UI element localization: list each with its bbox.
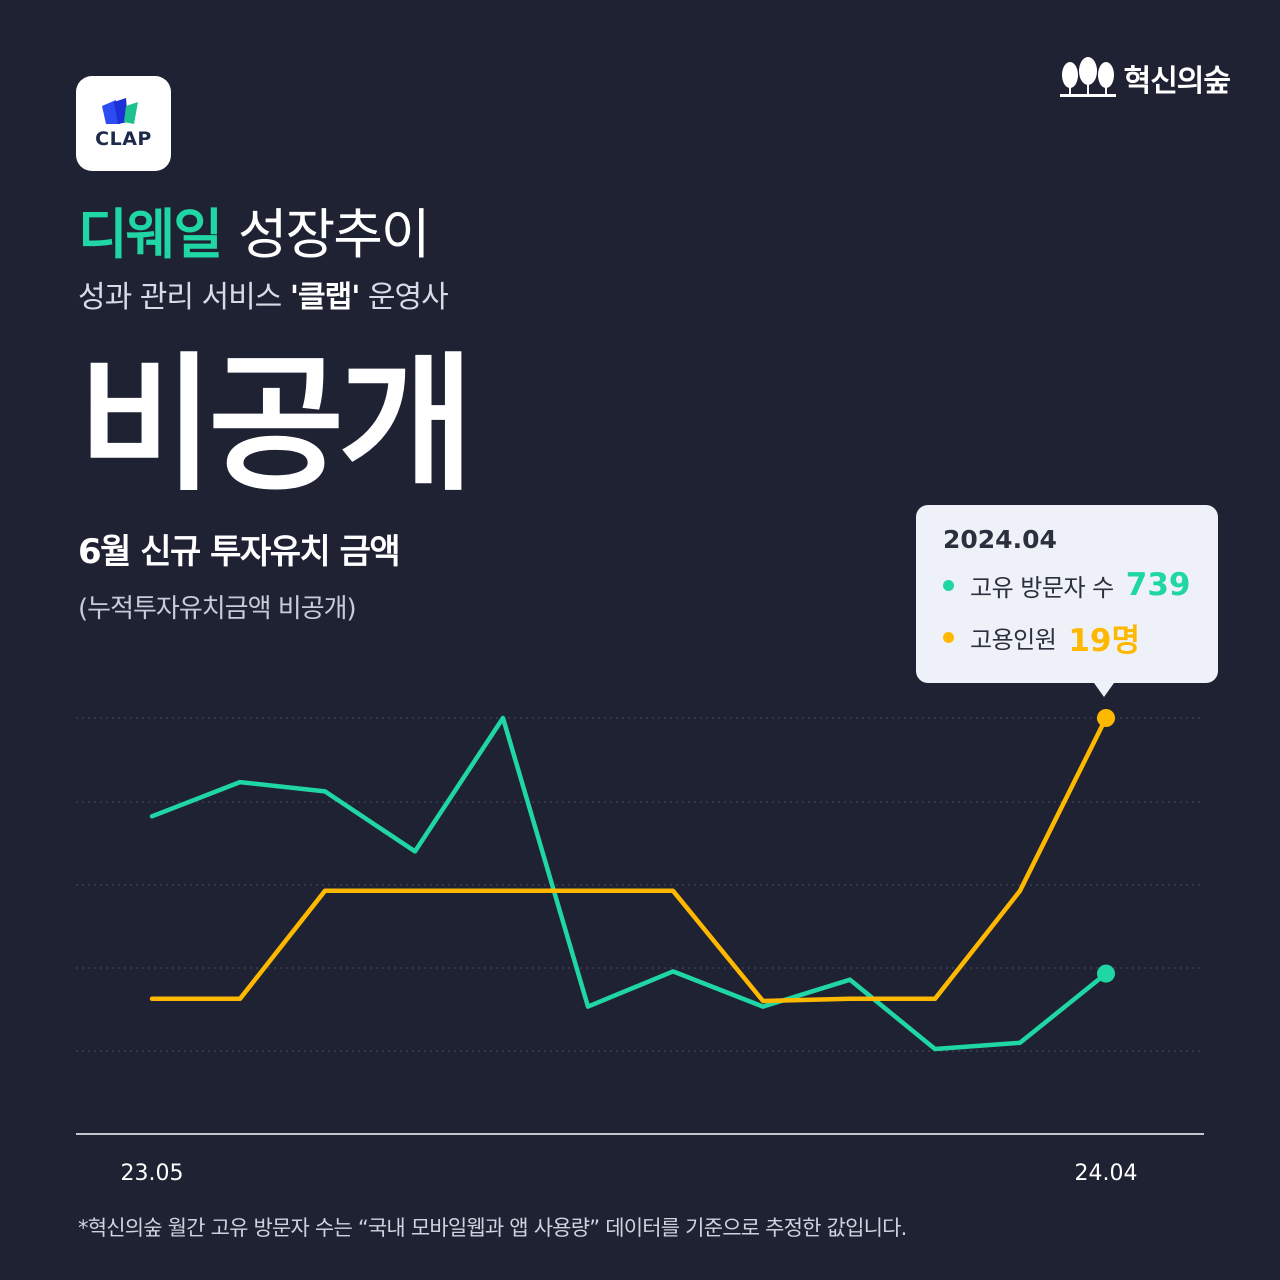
visitors-dot-icon	[943, 579, 954, 591]
company-name: 디웨일	[78, 203, 223, 266]
employees-point[interactable]	[1097, 709, 1115, 727]
tooltip-visitors-label: 고유 방문자 수	[970, 573, 1114, 602]
visitors-point[interactable]	[1097, 964, 1115, 983]
x-tick-label: 24.04	[1075, 1161, 1138, 1186]
investment-note: (누적투자유치금액 비공개)	[78, 594, 357, 624]
page-subtitle: 성과 관리 서비스 '클랩' 운영사	[78, 272, 449, 316]
tooltip-visitors-value: 739	[1125, 567, 1191, 603]
tooltip-employees-label: 고용인원	[970, 626, 1057, 654]
tooltip-row-visitors: 고유 방문자 수 739	[943, 567, 1190, 603]
service-name: '클랩'	[289, 280, 361, 315]
investment-amount: 비공개	[78, 339, 474, 511]
footnote: *혁신의숲 월간 고유 방문자 수는 “국내 모바일웹과 앱 사용량” 데이터를…	[78, 1216, 907, 1240]
chart-grid	[76, 717, 1204, 1052]
forest-trees-icon	[1059, 57, 1116, 97]
tooltip-row-employees: 고용인원 19명	[943, 615, 1140, 660]
brand-logo: 혁신의숲	[1058, 56, 1231, 100]
tooltip-date: 2024.04	[943, 525, 1057, 554]
title-suffix: 성장추이	[237, 203, 431, 266]
x-axis-ticks: 23.05 24.04	[121, 1161, 1138, 1186]
investment-caption: 6월 신규 투자유치 금액	[78, 532, 401, 572]
chart-tooltip: 2024.04 고유 방문자 수 739 고용인원 19명	[916, 505, 1218, 697]
app-name: CLAP	[95, 128, 152, 150]
x-tick-label: 23.05	[121, 1161, 184, 1186]
chart-series	[149, 709, 1115, 1052]
app-icon: CLAP	[76, 76, 171, 171]
clap-logo-icon	[102, 98, 138, 124]
subtitle-suffix: 운영사	[359, 280, 449, 315]
employees-dot-icon	[943, 632, 954, 643]
visitors-series-line	[149, 715, 1109, 1052]
tooltip-employees-value: 19명	[1068, 623, 1140, 659]
employees-series-line	[149, 715, 1109, 1004]
page-title: 디웨일 성장추이	[78, 190, 431, 269]
subtitle-prefix: 성과 관리 서비스	[78, 280, 290, 315]
brand-label: 혁신의숲	[1123, 64, 1231, 99]
